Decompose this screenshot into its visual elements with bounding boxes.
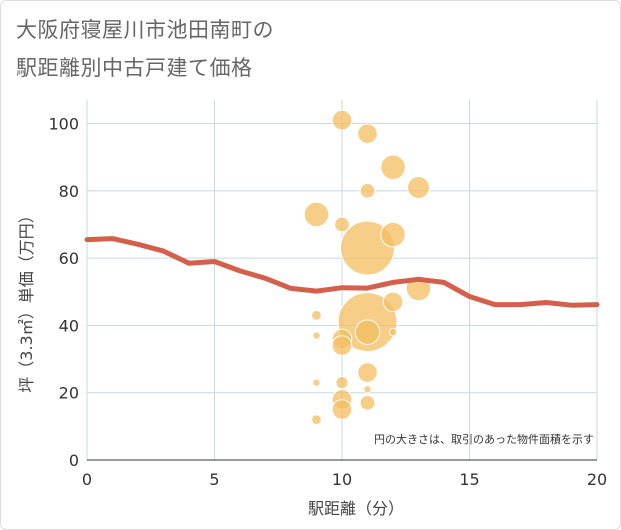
bubble: [359, 394, 376, 411]
bubble: [312, 331, 321, 340]
bubble: [380, 154, 406, 181]
bubble: [303, 201, 330, 228]
bubble: [380, 221, 406, 248]
bubble: [382, 291, 404, 313]
y-tick-label: 20: [59, 384, 79, 403]
bubble: [331, 399, 353, 420]
bubble: [311, 414, 322, 426]
y-tick-label: 80: [59, 182, 79, 201]
x-tick-label: 0: [82, 470, 92, 489]
bubble: [388, 327, 398, 337]
trend-line: [84, 236, 600, 308]
bubble: [363, 385, 372, 394]
bubble: [335, 375, 349, 390]
chart-title-line-1: 大阪府寝屋川市池田南町の: [16, 18, 274, 42]
x-tick-label: 15: [459, 470, 479, 489]
y-tick-label: 100: [48, 115, 79, 134]
bubble: [357, 123, 378, 144]
bubble: [331, 335, 353, 356]
grid: [86, 100, 598, 461]
x-axis-label: 駅距離（分）: [308, 499, 404, 518]
bubble: [359, 182, 376, 199]
y-axis-label: 坪（3.3㎡）単価（万円）: [17, 207, 36, 392]
bubble: [354, 319, 381, 345]
size-annotation: 円の大きさは、取引のあった物件面積を示す: [374, 432, 594, 446]
bubble: [357, 362, 378, 383]
tick-labels: 0 5 10 15 20 0 20 40 60 80 100: [48, 115, 607, 489]
y-tick-label: 0: [69, 451, 79, 470]
bubble: [331, 109, 353, 131]
bubble-series: [303, 109, 432, 426]
bubble: [406, 175, 431, 200]
x-tick-label: 5: [209, 470, 219, 489]
y-tick-label: 60: [59, 249, 79, 268]
bubble: [334, 216, 350, 233]
bubble: [312, 378, 321, 387]
y-tick-label: 40: [59, 316, 79, 335]
x-tick-label: 20: [587, 470, 607, 489]
x-tick-label: 10: [332, 470, 352, 489]
chart-title-line-2: 駅距離別中古戸建て価格: [16, 56, 253, 80]
bubble: [311, 309, 322, 321]
